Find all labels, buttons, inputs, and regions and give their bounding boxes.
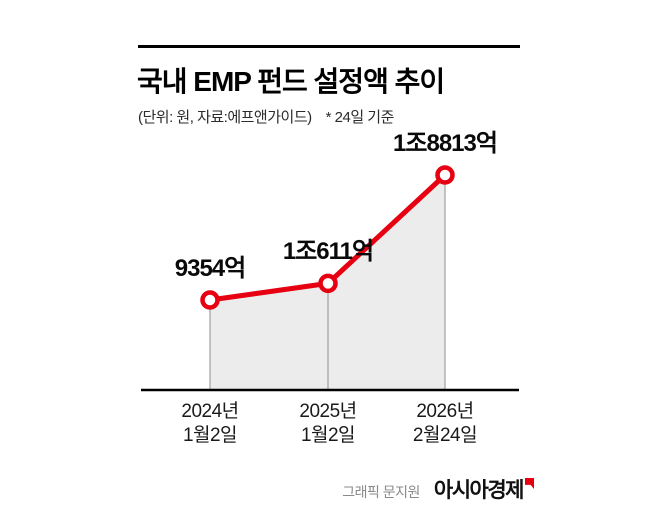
x-tick-2024: 2024년 1월2일 [181,400,239,448]
x-tick-year: 2025년 [299,401,357,422]
graphic-credit: 그래픽 문지원 [342,484,420,500]
x-tick-date: 1월2일 [182,425,238,446]
brand-mark-icon [525,478,534,489]
chart-subtitle: (단위: 원, 자료:에프앤가이드) * 24일 기준 [138,106,394,127]
top-rule [138,45,520,48]
credit-line: 그래픽 문지원 아시아경제 [342,474,534,504]
data-label-2026: 1조8813억 [393,130,498,157]
unit-source-text: (단위: 원, 자료:에프앤가이드) [138,109,312,126]
asof-note: * 24일 기준 [325,109,395,126]
x-tick-year: 2024년 [181,401,239,422]
x-tick-year: 2026년 [416,401,474,422]
x-tick-date: 2월24일 [412,425,478,446]
chart-title: 국내 EMP 펀드 설정액 추이 [137,66,445,97]
data-label-2024: 9354억 [174,255,246,282]
data-label-2025: 1조611억 [282,238,374,266]
x-tick-2025: 2025년 1월2일 [299,400,357,448]
brand-logo: 아시아경제 [433,479,525,502]
x-tick-date: 1월2일 [300,425,356,446]
x-tick-2026: 2026년 2월24일 [412,400,478,448]
